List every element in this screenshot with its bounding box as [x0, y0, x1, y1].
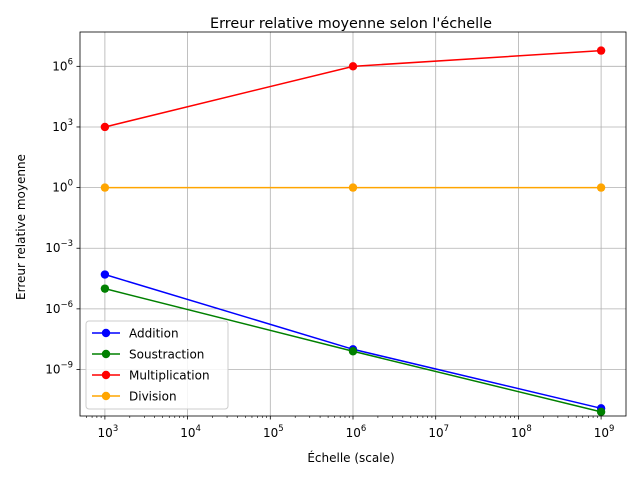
legend-swatch-marker: [101, 391, 111, 401]
y-tick-label: 10−6: [45, 300, 73, 316]
x-axis-label: Échelle (scale): [307, 450, 394, 465]
legend-swatch-marker: [101, 370, 111, 380]
chart-title: Erreur relative moyenne selon l'échelle: [210, 16, 492, 32]
x-tick-label: 103: [98, 424, 119, 440]
y-tick-label: 106: [52, 57, 73, 73]
legend-label-multiplication: Multiplication: [129, 369, 210, 383]
y-axis-label: Erreur relative moyenne: [14, 154, 28, 300]
x-tick-label: 108: [511, 424, 532, 440]
legend-swatch-marker: [101, 349, 111, 359]
y-tick-label: 10−3: [45, 239, 73, 255]
series-layer: [100, 46, 606, 417]
y-tick-label: 100: [52, 179, 73, 195]
data-point-division: [100, 183, 110, 192]
legend-label-division: Division: [129, 390, 177, 404]
x-tick-label: 109: [594, 424, 615, 440]
x-tick-label: 105: [263, 424, 284, 440]
data-point-multiplication: [596, 46, 606, 55]
data-point-soustraction: [596, 407, 606, 417]
data-point-soustraction: [348, 347, 358, 356]
legend-box: [85, 320, 229, 410]
legend-swatch-marker: [101, 328, 111, 338]
data-point-addition: [100, 270, 110, 279]
x-tick-label: 104: [180, 424, 201, 440]
data-point-division: [348, 183, 358, 192]
ticks: 103 104 105 106 107 108 109 10−9 10−6 10−3 100 103 1…: [45, 57, 614, 440]
legend: Addition Soustraction Multiplication Divisi…: [85, 320, 229, 410]
y-tick-label: 103: [52, 118, 73, 134]
y-tick-label: 10−9: [45, 360, 73, 376]
data-point-multiplication: [348, 62, 358, 71]
x-tick-label: 106: [346, 424, 367, 440]
data-point-division: [596, 183, 606, 192]
x-tick-label: 107: [428, 424, 449, 440]
legend-label-soustraction: Soustraction: [129, 348, 204, 362]
data-point-soustraction: [100, 284, 110, 293]
legend-label-addition: Addition: [129, 327, 179, 341]
data-point-multiplication: [100, 122, 110, 132]
